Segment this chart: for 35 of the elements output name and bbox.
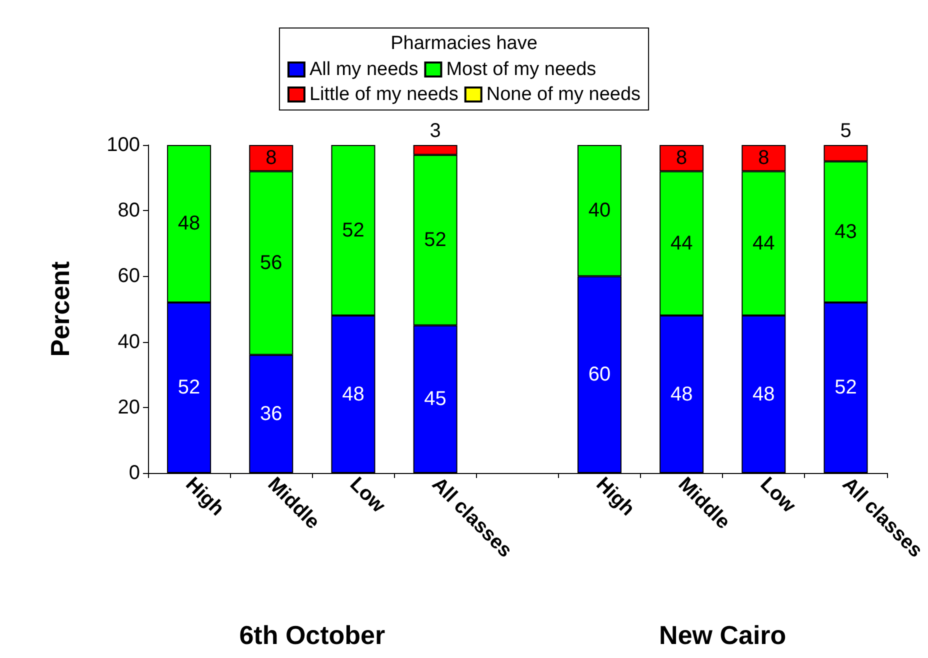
data-label: 8 — [266, 147, 277, 170]
y-tick-label: 40 — [118, 330, 140, 353]
data-label: 48 — [178, 212, 200, 235]
y-tick-label: 60 — [118, 265, 140, 288]
data-label: 48 — [752, 383, 775, 406]
data-label: 48 — [342, 383, 364, 406]
legend-label: Little of my needs — [309, 84, 458, 105]
text: New Cairo — [659, 620, 786, 650]
text: 6th October — [239, 620, 386, 650]
data-label: 52 — [178, 376, 200, 399]
data-label: 56 — [260, 252, 282, 274]
data-label: 8 — [758, 147, 770, 170]
data-label: 36 — [260, 402, 282, 425]
y-tick-label: 20 — [118, 396, 140, 418]
data-label: 5 — [840, 120, 852, 142]
legend-title: Pharmacies have — [390, 33, 538, 54]
data-label: 40 — [588, 200, 611, 222]
data-label: 60 — [588, 364, 611, 386]
legend-label: All my needs — [309, 59, 418, 80]
y-tick-label: 100 — [106, 134, 140, 156]
data-label: 44 — [670, 232, 693, 254]
legend-label: Most of my needs — [446, 59, 596, 80]
data-label: 44 — [752, 232, 775, 254]
y-tick-label: 0 — [128, 462, 140, 484]
data-label: 3 — [430, 120, 441, 142]
data-label: 52 — [342, 219, 364, 242]
data-label: 45 — [424, 388, 446, 410]
data-label: 52 — [424, 229, 446, 252]
y-tick-label: 80 — [118, 200, 140, 222]
y-axis-title: Percent — [45, 260, 75, 357]
data-label: 52 — [834, 376, 857, 399]
data-label: 8 — [676, 147, 688, 170]
data-label: 43 — [834, 220, 857, 243]
legend-label: None of my needs — [486, 84, 641, 105]
data-label: 48 — [670, 383, 693, 406]
